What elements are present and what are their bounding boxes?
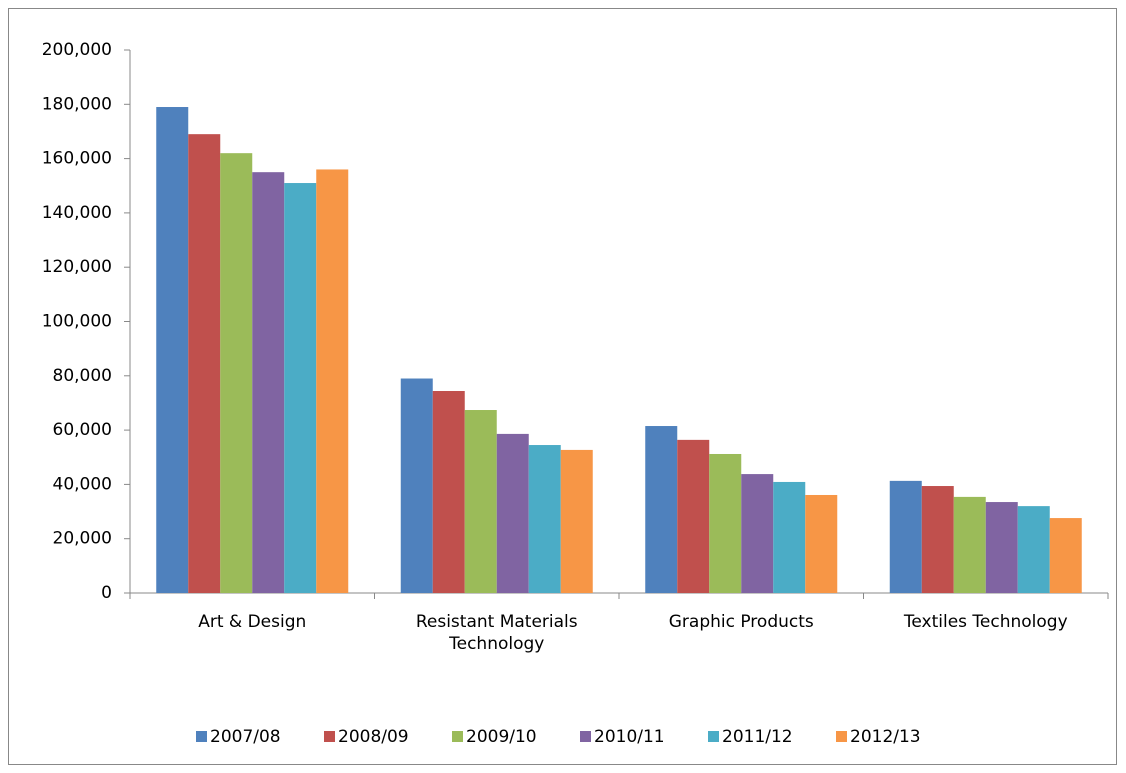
bar bbox=[156, 107, 189, 593]
y-tick-label: 200,000 bbox=[42, 40, 112, 60]
bar bbox=[220, 153, 253, 594]
legend-label: 2012/13 bbox=[850, 727, 921, 747]
x-tick-label: Textiles Technology bbox=[903, 612, 1068, 632]
y-tick-label: 0 bbox=[101, 583, 112, 603]
bar bbox=[773, 481, 806, 593]
chart-border bbox=[8, 8, 1117, 765]
y-tick-label: 40,000 bbox=[53, 474, 112, 494]
bar bbox=[316, 169, 349, 593]
bar bbox=[528, 445, 561, 593]
legend-label: 2011/12 bbox=[722, 727, 793, 747]
y-tick-label: 80,000 bbox=[53, 366, 112, 386]
y-tick-label: 140,000 bbox=[42, 203, 112, 223]
legend-label: 2007/08 bbox=[210, 727, 281, 747]
x-tick-label: Graphic Products bbox=[668, 612, 814, 632]
legend-label: 2009/10 bbox=[466, 727, 537, 747]
y-tick-label: 120,000 bbox=[42, 257, 112, 277]
bar bbox=[1017, 506, 1050, 593]
bar bbox=[432, 391, 465, 593]
bar bbox=[464, 410, 497, 593]
legend-label: 2008/09 bbox=[338, 727, 409, 747]
bar bbox=[1049, 518, 1082, 593]
bar bbox=[645, 426, 678, 593]
y-tick-label: 160,000 bbox=[42, 149, 112, 169]
legend-swatch bbox=[708, 731, 719, 742]
bar bbox=[985, 502, 1018, 593]
bar bbox=[284, 183, 317, 593]
bar bbox=[188, 134, 221, 594]
bar bbox=[741, 474, 774, 593]
y-tick-label: 20,000 bbox=[53, 529, 112, 549]
bar bbox=[953, 496, 986, 593]
x-tick-label: Art & Design bbox=[198, 612, 307, 632]
bar bbox=[252, 172, 285, 594]
y-tick-label: 60,000 bbox=[53, 420, 112, 440]
legend-swatch bbox=[580, 731, 591, 742]
bar bbox=[709, 453, 742, 593]
legend-swatch bbox=[324, 731, 335, 742]
y-tick-label: 180,000 bbox=[42, 94, 112, 114]
bar bbox=[496, 433, 529, 593]
bar bbox=[805, 494, 838, 593]
bar bbox=[889, 480, 922, 593]
legend-swatch bbox=[836, 731, 847, 742]
bar bbox=[677, 439, 710, 593]
bar bbox=[560, 449, 593, 593]
bar bbox=[400, 378, 433, 593]
bar bbox=[921, 486, 954, 593]
legend-swatch bbox=[196, 731, 207, 742]
y-tick-label: 100,000 bbox=[42, 312, 112, 332]
legend-label: 2010/11 bbox=[594, 727, 665, 747]
x-tick-label: Resistant Materials Technology bbox=[415, 612, 578, 654]
legend-swatch bbox=[452, 731, 463, 742]
